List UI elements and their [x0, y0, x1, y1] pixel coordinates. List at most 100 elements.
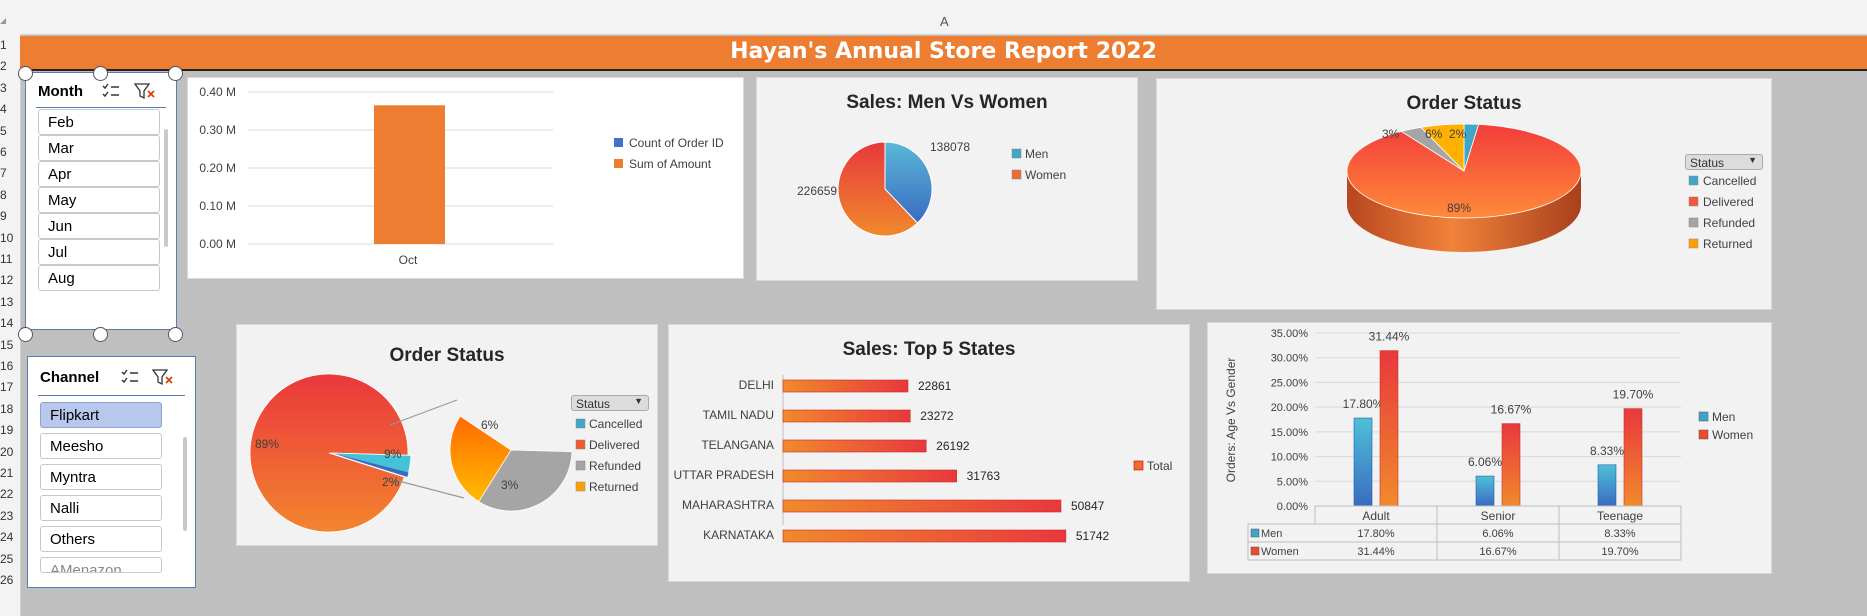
month-slicer[interactable]: Month Feb Mar Apr May Jun Jul Aug: [25, 72, 177, 330]
channel-slicer[interactable]: Channel Flipkart Meesho Myntra Nalli Others A…: [27, 356, 196, 588]
y-tick-label: 0.10 M: [199, 199, 236, 213]
pie-slice-men[interactable]: [884, 141, 933, 224]
legend-label: Men: [1712, 410, 1735, 424]
bar-men-senior[interactable]: [1475, 475, 1495, 507]
men-women-pie-chart[interactable]: Sales: Men Vs Women 138078 226659 Men Women: [756, 77, 1138, 281]
column-a-header[interactable]: A: [940, 14, 949, 29]
order-status-3d-chart[interactable]: Order Status 6% 3% 2% 89% Cancelled Delivered…: [1156, 78, 1772, 310]
resize-handle[interactable]: [168, 66, 183, 81]
row-number[interactable]: 20: [0, 444, 14, 459]
status-filter-button[interactable]: Status ▼: [571, 395, 649, 411]
clear-filter-icon[interactable]: [151, 368, 174, 390]
resize-handle[interactable]: [168, 327, 183, 342]
y-tick-label: 25.00%: [1271, 377, 1309, 389]
bar-women-adult[interactable]: [1379, 350, 1399, 507]
pie-slice-refunded[interactable]: [478, 449, 573, 512]
slicer-item-amenazon[interactable]: AMenazon: [40, 557, 162, 573]
row-number[interactable]: 14: [0, 316, 14, 331]
bar-men-teenage[interactable]: [1597, 464, 1617, 507]
row-number[interactable]: 22: [0, 487, 14, 502]
pie-slice-returned[interactable]: [1420, 123, 1465, 172]
row-number[interactable]: 16: [0, 359, 14, 373]
top-states-bar-chart[interactable]: Sales: Top 5 States DELHI 22861 TAMIL NADU…: [668, 324, 1190, 582]
age-gender-bar-chart[interactable]: 0.00% 5.00% 10.00% 15.00% 20.00% 25.00% 30.00%…: [1207, 322, 1772, 574]
row-number[interactable]: 3: [0, 80, 7, 95]
data-table-category: Senior: [1481, 509, 1516, 523]
row-number[interactable]: 6: [0, 145, 7, 159]
bar-men-adult[interactable]: [1353, 417, 1373, 507]
row-number[interactable]: 19: [0, 423, 14, 438]
data-label: 26192: [936, 439, 970, 453]
multi-select-icon[interactable]: [101, 82, 121, 104]
slicer-item-others[interactable]: Others: [40, 526, 162, 552]
pie-slice-cancelled[interactable]: [332, 453, 409, 478]
row-number[interactable]: 17: [0, 380, 14, 395]
bar-maharashtra[interactable]: [782, 499, 1062, 513]
bar-women-teenage[interactable]: [1623, 408, 1643, 507]
pie-slice-delivered[interactable]: [249, 373, 409, 533]
row-number[interactable]: 13: [0, 294, 14, 309]
row-number[interactable]: 25: [0, 551, 14, 566]
slicer-item-nalli[interactable]: Nalli: [40, 495, 162, 521]
data-label: 51742: [1076, 529, 1110, 543]
multi-select-icon[interactable]: [120, 368, 140, 390]
slicer-item-jun[interactable]: Jun: [38, 213, 160, 239]
y-tick-label: 20.00%: [1271, 402, 1309, 414]
amount-bar-chart[interactable]: 0.00 M 0.10 M 0.20 M 0.30 M 0.40 M Oct Count o…: [187, 77, 744, 279]
legend-label: Total: [1147, 459, 1172, 473]
row-number[interactable]: 5: [0, 123, 7, 138]
bar-telangana[interactable]: [782, 439, 927, 453]
row-number[interactable]: 18: [0, 401, 14, 416]
row-number[interactable]: 26: [0, 573, 14, 587]
row-number[interactable]: 12: [0, 273, 14, 288]
clear-filter-icon[interactable]: [133, 82, 156, 104]
legend-label: Count of Order ID: [629, 136, 724, 150]
legend-label: Delivered: [1703, 195, 1754, 209]
data-label: 31763: [967, 469, 1001, 483]
month-slicer-scrollbar[interactable]: [164, 129, 168, 247]
row-number[interactable]: 8: [0, 187, 7, 202]
order-status-pie-of-pie-chart[interactable]: Order Status 89% 9% 2% 6% 3% Cancelled Deliver…: [236, 324, 658, 546]
row-number[interactable]: 10: [0, 230, 14, 245]
legend-swatch: [614, 138, 623, 147]
row-number[interactable]: 11: [0, 252, 13, 266]
status-filter-button[interactable]: Status ▼: [1685, 154, 1763, 170]
legend-swatch: [1011, 169, 1022, 180]
row-number[interactable]: 7: [0, 166, 7, 181]
slicer-item-apr[interactable]: Apr: [38, 161, 160, 187]
order-status-chart-title: Order Status: [1406, 93, 1522, 114]
row-number[interactable]: 21: [0, 466, 14, 480]
channel-slicer-scrollbar[interactable]: [183, 437, 187, 531]
row-number[interactable]: 9: [0, 209, 7, 224]
y-tick-label: 30.00%: [1271, 353, 1309, 365]
row-number[interactable]: 1: [0, 38, 7, 52]
bar-sum-of-amount[interactable]: [374, 105, 445, 244]
slicer-item-jul[interactable]: Jul: [38, 239, 160, 265]
y-axis-title: Orders: Age Vs Gender: [1224, 358, 1238, 483]
connector-line: [389, 399, 458, 426]
row-number[interactable]: 4: [0, 102, 7, 117]
slicer-item-feb[interactable]: Feb: [38, 109, 160, 135]
bar-karnataka[interactable]: [782, 529, 1067, 543]
bar-women-senior[interactable]: [1501, 423, 1521, 507]
resize-handle[interactable]: [18, 66, 33, 81]
data-label: 17.80%: [1343, 397, 1384, 411]
slicer-item-aug[interactable]: Aug: [38, 265, 160, 291]
slicer-item-mar[interactable]: Mar: [38, 135, 160, 161]
slicer-item-flipkart[interactable]: Flipkart: [40, 402, 162, 428]
row-number[interactable]: 2: [0, 59, 7, 74]
row-number[interactable]: 15: [0, 337, 14, 352]
pie-slice-women[interactable]: [837, 141, 919, 237]
bar-delhi[interactable]: [782, 379, 909, 393]
bar-tamil-nadu[interactable]: [782, 409, 911, 423]
select-all-corner[interactable]: [0, 18, 6, 24]
resize-handle[interactable]: [18, 327, 33, 342]
resize-handle[interactable]: [93, 66, 108, 81]
resize-handle[interactable]: [93, 327, 108, 342]
slicer-item-meesho[interactable]: Meesho: [40, 433, 162, 459]
bar-uttar-pradesh[interactable]: [782, 469, 957, 483]
row-number[interactable]: 23: [0, 508, 14, 523]
slicer-item-myntra[interactable]: Myntra: [40, 464, 162, 490]
row-number[interactable]: 24: [0, 530, 14, 545]
slicer-item-may[interactable]: May: [38, 187, 160, 213]
